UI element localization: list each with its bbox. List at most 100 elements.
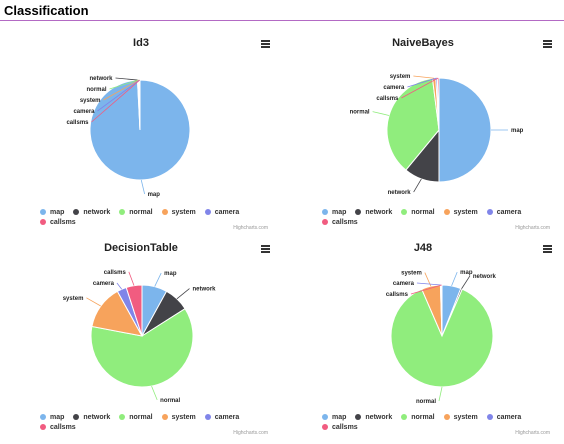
chart-title: Id3 xyxy=(133,37,149,49)
connector-camera xyxy=(116,282,123,290)
connector-network xyxy=(461,275,471,290)
pie-slice-normal[interactable] xyxy=(386,77,440,171)
legend-item-network[interactable]: network xyxy=(73,414,110,421)
legend-label: normal xyxy=(129,209,153,216)
menu-icon[interactable] xyxy=(543,245,552,253)
legend-label: system xyxy=(171,209,196,216)
legend-item-callsms[interactable]: callsms xyxy=(40,424,76,431)
legend: map network normal system camera callsms xyxy=(40,209,270,229)
credits-link[interactable]: Highcharts.com xyxy=(233,430,268,436)
data-label-network: network xyxy=(388,190,412,196)
legend-item-normal[interactable]: normal xyxy=(119,209,153,216)
legend-dot xyxy=(401,414,408,420)
legend-label: network xyxy=(365,414,393,421)
legend-dot xyxy=(161,414,168,420)
connector-callsms xyxy=(91,79,141,123)
legend-label: camera xyxy=(496,414,522,421)
legend-dot xyxy=(40,219,46,225)
legend-item-network[interactable]: network xyxy=(73,209,110,216)
chart-id3: Id3 map network normal system camera callsms ma… xyxy=(0,31,282,236)
legend-item-normal[interactable]: normal xyxy=(119,414,153,421)
legend-label: normal xyxy=(411,209,435,216)
connector-system xyxy=(413,75,435,79)
legend-label: camera xyxy=(214,209,240,216)
legend-item-map[interactable]: map xyxy=(40,414,64,421)
legend-item-network[interactable]: network xyxy=(355,414,392,421)
legend-dot xyxy=(401,209,408,215)
legend-dot xyxy=(355,414,362,420)
data-label-camera: camera xyxy=(93,281,115,287)
legend-item-system[interactable]: system xyxy=(443,414,478,421)
legend-item-camera[interactable]: camera xyxy=(204,414,239,421)
legend-item-system[interactable]: system xyxy=(161,414,196,421)
data-label-callsms: callsms xyxy=(66,120,89,126)
legend-dot xyxy=(40,424,46,430)
legend-dot xyxy=(40,414,46,420)
pie-slice-normal[interactable] xyxy=(390,288,494,388)
legend-item-map[interactable]: map xyxy=(322,209,346,216)
title-divider xyxy=(0,20,564,21)
legend-dot xyxy=(486,414,493,420)
data-label-network: network xyxy=(89,76,113,82)
legend-label: camera xyxy=(496,209,522,216)
legend-item-camera[interactable]: camera xyxy=(204,209,240,216)
chart-naivebayes: NaiveBayes map network normal system camera ca… xyxy=(282,31,564,236)
legend-item-callsms[interactable]: callsms xyxy=(322,424,358,431)
legend-item-map[interactable]: map xyxy=(322,414,346,421)
legend-dot xyxy=(443,414,450,420)
legend-item-map[interactable]: map xyxy=(40,209,64,216)
connector-camera xyxy=(416,282,441,286)
connector-system xyxy=(103,79,140,101)
legend-dot xyxy=(322,219,328,225)
legend-dot xyxy=(119,209,126,215)
legend-item-system[interactable]: system xyxy=(161,209,196,216)
legend-label: system xyxy=(453,209,478,216)
legend-label: callsms xyxy=(332,424,358,431)
pie-slice-callsms[interactable] xyxy=(440,284,443,337)
menu-icon[interactable] xyxy=(261,245,270,253)
chart-title: J48 xyxy=(413,242,433,254)
legend-label: map xyxy=(332,414,347,421)
menu-icon[interactable] xyxy=(543,40,552,48)
chart-title: DecisionTable xyxy=(104,242,178,254)
connector-map xyxy=(451,271,458,287)
connector-normal xyxy=(109,79,139,90)
legend-item-system[interactable]: system xyxy=(443,209,478,216)
legend-item-callsms[interactable]: callsms xyxy=(40,219,76,226)
legend-item-normal[interactable]: normal xyxy=(401,414,435,421)
connector-camera xyxy=(407,77,437,88)
legend: map network normal system camera callsms xyxy=(322,414,552,434)
data-label-camera: camera xyxy=(383,85,405,91)
legend-item-camera[interactable]: camera xyxy=(486,414,522,421)
credits-link[interactable]: Highcharts.com xyxy=(233,225,268,231)
data-label-network: network xyxy=(473,274,497,280)
legend-label: callsms xyxy=(50,424,76,431)
connector-normal xyxy=(151,385,158,401)
credits-link[interactable]: Highcharts.com xyxy=(515,225,550,231)
credits-link[interactable]: Highcharts.com xyxy=(515,430,550,436)
pie-plot: map network normal system camera callsms xyxy=(350,74,524,196)
connector-network xyxy=(413,178,422,193)
pie-slice-normal[interactable] xyxy=(90,307,194,388)
chart-j48: J48 map network normal system camera callsms ma… xyxy=(282,236,564,441)
data-label-callsms: callsms xyxy=(386,292,409,298)
pie-plot: map network normal system camera callsms xyxy=(66,76,191,198)
legend-dot xyxy=(119,414,126,420)
data-label-system: system xyxy=(390,74,411,80)
menu-icon[interactable] xyxy=(261,40,270,48)
pie-slice-map[interactable] xyxy=(438,77,492,183)
legend-label: normal xyxy=(411,414,435,421)
legend-item-camera[interactable]: camera xyxy=(486,209,522,216)
legend-item-network[interactable]: network xyxy=(355,209,392,216)
legend-label: map xyxy=(50,209,65,216)
legend-item-normal[interactable]: normal xyxy=(401,209,435,216)
connector-normal xyxy=(372,111,390,116)
data-label-map: map xyxy=(511,128,524,134)
legend-item-callsms[interactable]: callsms xyxy=(322,219,358,226)
connector-camera xyxy=(97,79,140,112)
legend-label: map xyxy=(332,209,347,216)
chart-title: NaiveBayes xyxy=(392,37,454,49)
connector-map xyxy=(154,272,162,287)
connector-callsms xyxy=(410,284,442,295)
legend-dot xyxy=(443,209,450,215)
